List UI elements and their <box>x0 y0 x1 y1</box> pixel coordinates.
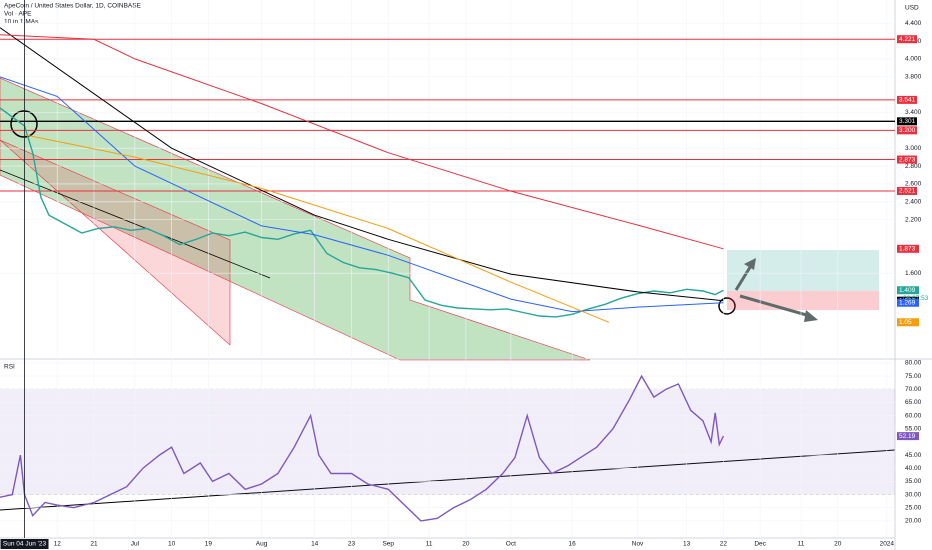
ma-line <box>0 76 724 313</box>
level-tag <box>897 95 917 104</box>
x-tick-label: Jul <box>131 541 140 548</box>
x-tick-label: 19 <box>205 541 213 548</box>
currency: USD <box>905 5 919 12</box>
ma-line <box>0 27 724 302</box>
x-tick-label: 14 <box>311 541 319 548</box>
level-tag <box>897 126 917 135</box>
x-tick-label: Sep <box>382 541 394 548</box>
level-label: 3.301 <box>899 118 916 125</box>
volume-label: Vol · APE <box>4 11 32 18</box>
channel <box>0 77 591 361</box>
long-target <box>727 250 879 291</box>
level-label: 3.541 <box>899 97 916 104</box>
last-value-label: 52.19 <box>899 433 916 440</box>
y-tick-label: 2.200 <box>905 216 922 223</box>
y-tick-label: 20.00 <box>905 518 922 525</box>
x-tick-label: 11 <box>426 541 433 548</box>
x-tick-label: Nov <box>632 541 644 548</box>
rsi-band <box>0 389 895 495</box>
rsi-title: RSI <box>4 364 15 371</box>
y-tick-label: 1.600 <box>905 270 922 277</box>
crosshair-tag <box>0 539 49 549</box>
y-tick-label: 35.00 <box>905 478 922 485</box>
circle <box>718 297 736 315</box>
y-tick-label: 40.00 <box>905 465 922 472</box>
x-tick-label: Oct <box>506 541 516 548</box>
x-tick-label: 23 <box>348 541 356 548</box>
x-tick-label: 10 <box>168 541 176 548</box>
last-value-tag <box>897 286 919 295</box>
y-tick-label: 55.00 <box>905 425 922 432</box>
drawings <box>0 77 896 511</box>
symbol-title: ApeCoin / United States Dollar, 1D, COIN… <box>4 3 142 10</box>
x-tick-label: 22 <box>720 541 728 548</box>
indicator-label: 10 in 1 MAs <box>4 19 39 26</box>
last-value-label: 1.269 <box>899 299 916 306</box>
x-tick-label: Dec <box>754 541 766 548</box>
y-tick-label: 80.00 <box>905 360 922 367</box>
last-value-tag <box>897 244 919 253</box>
y-tick-label: 75.00 <box>905 373 922 380</box>
arrow <box>739 294 811 318</box>
x-tick-label: 16 <box>569 541 577 548</box>
y-tick-label: 4.000 <box>905 56 922 63</box>
level-label: 3.200 <box>899 127 916 134</box>
countdown: 06:07:53 <box>903 295 929 302</box>
last-value-tag <box>897 318 919 327</box>
y-tick-label: 2.600 <box>905 181 922 188</box>
series-line <box>0 107 724 318</box>
circle <box>10 110 38 138</box>
rsi-trend-line <box>0 449 896 511</box>
x-tick-label: 20 <box>462 541 470 548</box>
y-tick-label: 4.400 <box>905 20 922 27</box>
y-tick-label: 2.800 <box>905 163 922 170</box>
y-tick-label: 2.400 <box>905 198 922 205</box>
y-tick-label: 25.00 <box>905 504 922 511</box>
arrow-head <box>804 310 818 322</box>
level-label: 4.221 <box>899 36 916 43</box>
last-value-label: 1.409 <box>899 287 916 294</box>
y-tick-label: 65.00 <box>905 399 922 406</box>
arrow-head <box>744 258 756 270</box>
long-stop <box>727 291 879 310</box>
y-tick-label: 60.00 <box>905 412 922 419</box>
y-tick-label: 70.00 <box>905 386 922 393</box>
x-tick-label: 21 <box>90 541 98 548</box>
y-tick-label: 45.00 <box>905 452 922 459</box>
y-tick-label: 30.00 <box>905 491 922 498</box>
crosshair-label: Sun 04 Jun '23 <box>3 541 47 548</box>
level-label: 2.521 <box>899 188 916 195</box>
ma-line <box>24 134 610 323</box>
level-label: 2.873 <box>899 156 916 163</box>
y-tick-label: 3.800 <box>905 73 922 80</box>
y-tick-label: 3.400 <box>905 109 922 116</box>
x-tick-label: 2024 <box>880 541 895 548</box>
ma-line <box>0 34 724 250</box>
level-tag <box>897 117 917 126</box>
x-tick-label: 11 <box>798 541 805 548</box>
level-tag <box>897 35 917 44</box>
x-tick-label: 13 <box>683 541 691 548</box>
x-tick-label: 20 <box>834 541 842 548</box>
last-value-label: 1.873 <box>899 246 916 253</box>
level-tag <box>897 155 917 164</box>
arrow <box>734 263 754 291</box>
y-tick-label: 3.000 <box>905 145 922 152</box>
last-value-tag <box>897 432 919 441</box>
x-tick-label: Aug <box>256 541 268 548</box>
last-value-label: 1.05 <box>899 319 912 326</box>
last-value-tag <box>897 298 919 307</box>
level-tag <box>897 186 917 195</box>
series-line <box>0 374 725 522</box>
x-tick-label: 12 <box>54 541 62 548</box>
